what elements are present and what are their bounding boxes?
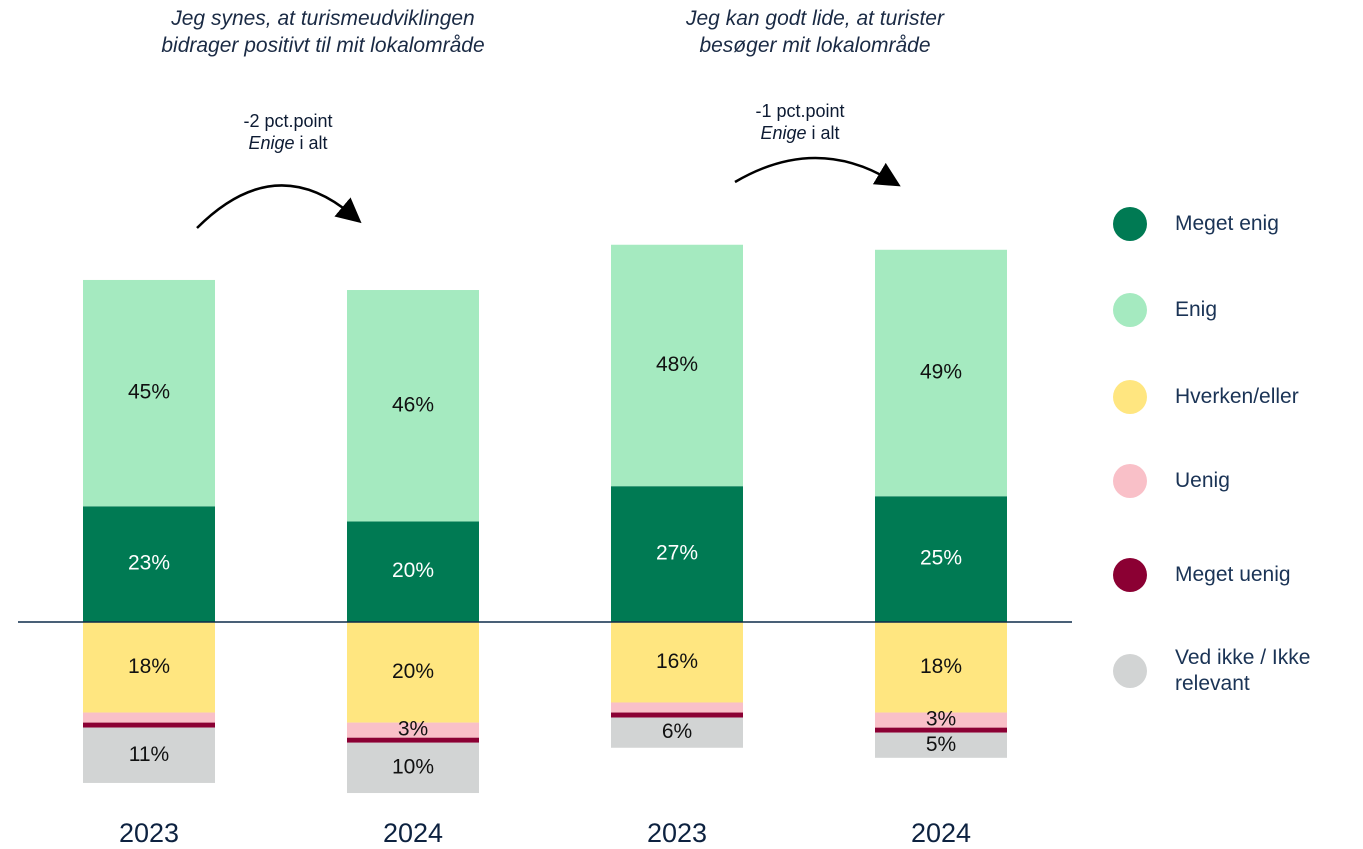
note: i alt (299, 133, 328, 153)
note-italic: Enige (248, 133, 295, 153)
legend-item: Hverken/eller (1113, 380, 1325, 414)
annotation-title: Jeg kan godt lide, at turister besøger m… (686, 7, 944, 57)
bar-segment (611, 244, 743, 487)
change-value: -1 pct.point (755, 101, 845, 121)
legend-swatch (1113, 207, 1147, 241)
note: i alt (811, 123, 840, 143)
bar-segment (875, 712, 1007, 728)
legend-swatch (1113, 380, 1147, 414)
bar-segment (875, 727, 1007, 733)
bar-segment (347, 290, 479, 522)
note-italic: Enige (760, 123, 807, 143)
data-label: 16% (656, 650, 698, 673)
data-label: 25% (920, 547, 962, 570)
bar-segment (347, 521, 479, 622)
annotation-change: -2 pct.point Enige i alt (188, 110, 388, 154)
legend-label: Hverken/eller (1175, 385, 1299, 408)
bar-segment (875, 496, 1007, 622)
bar-segment (611, 702, 743, 713)
change-note: Enige i alt (188, 132, 388, 154)
data-label: 23% (128, 552, 170, 575)
bar-segment (347, 622, 479, 723)
data-label: 46% (392, 393, 434, 416)
data-label: 3% (398, 718, 428, 741)
data-label: 18% (128, 655, 170, 678)
data-label: 18% (920, 655, 962, 678)
bar-segment (83, 506, 215, 622)
bar-segment (611, 717, 743, 748)
bar-segment (875, 732, 1007, 758)
legend-label: Meget uenig (1175, 563, 1291, 586)
bar-segment (875, 622, 1007, 713)
legend-swatch (1113, 654, 1147, 688)
x-tick-label: 2024 (911, 818, 971, 848)
data-label: 3% (926, 708, 956, 731)
data-label: 6% (662, 720, 692, 743)
data-label: 20% (392, 660, 434, 683)
bar-segment (875, 249, 1007, 497)
legend-swatch (1113, 464, 1147, 498)
arrow (196, 184, 362, 229)
change-note: Enige i alt (700, 122, 900, 144)
legend-item: Enig (1113, 293, 1325, 327)
bar-segment (83, 722, 215, 728)
bar-segment (347, 742, 479, 794)
bar-segment (83, 727, 215, 783)
x-tick-label: 2023 (647, 818, 707, 848)
bar-segment (83, 712, 215, 723)
bar-segment (611, 712, 743, 718)
legend-item: Ved ikke / Ikke relevant (1113, 645, 1325, 697)
data-label: 45% (128, 381, 170, 404)
bar-segment (611, 622, 743, 703)
legend-label: Enig (1175, 298, 1218, 321)
x-tick-label: 2024 (383, 818, 443, 848)
legend-item: Uenig (1113, 464, 1325, 498)
legend-swatch (1113, 558, 1147, 592)
legend-item: Meget enig (1113, 207, 1325, 241)
legend-swatch (1113, 293, 1147, 327)
change-value: -2 pct.point (243, 111, 333, 131)
data-label: 5% (926, 733, 956, 756)
data-label: 48% (656, 353, 698, 376)
data-label: 27% (656, 542, 698, 565)
bar-segment (83, 622, 215, 713)
legend-label: Ved ikke / Ikke relevant (1175, 646, 1311, 695)
data-label: 20% (392, 559, 434, 582)
bar-segment (611, 486, 743, 622)
arrow (734, 156, 901, 187)
data-label: 10% (392, 755, 434, 778)
data-label: 11% (129, 743, 169, 766)
annotation-change: -1 pct.point Enige i alt (700, 100, 900, 144)
x-tick-label: 2023 (119, 818, 179, 848)
legend-label: Meget enig (1175, 212, 1279, 235)
legend-item: Meget uenig (1113, 558, 1325, 592)
annotation-title: Jeg synes, at turismeudviklingen bidrage… (161, 7, 485, 57)
bar-segment (83, 279, 215, 507)
bar-segment (347, 737, 479, 743)
legend-label: Uenig (1175, 469, 1230, 492)
data-label: 49% (920, 361, 962, 384)
bar-segment (347, 722, 479, 738)
